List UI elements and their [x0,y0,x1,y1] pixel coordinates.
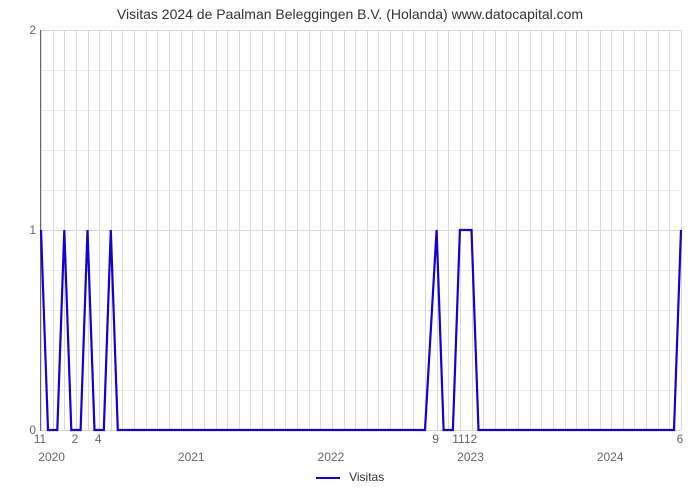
x-month-label: 9 [432,432,439,446]
x-year-label: 2022 [318,450,345,464]
x-month-label: 11 [34,432,46,446]
x-year-label: 2020 [38,450,65,464]
series-line [41,30,681,430]
x-year-label: 2021 [178,450,205,464]
x-month-label: 1112 [452,432,477,446]
x-month-label: 4 [95,432,102,446]
chart-title: Visitas 2024 de Paalman Beleggingen B.V.… [0,0,700,22]
y-tick-label: 2 [18,23,36,37]
chart-area: 012 112491112620202021202220232024 [40,30,680,430]
x-year-label: 2023 [457,450,484,464]
y-tick-label: 1 [18,223,36,237]
x-month-label: 2 [72,432,79,446]
x-month-label: 6 [677,432,684,446]
legend-swatch [316,477,340,479]
x-year-label: 2024 [597,450,624,464]
legend: Visitas [0,470,700,484]
plot-area [40,30,681,431]
grid-v [681,30,682,430]
legend-label: Visitas [349,470,384,484]
